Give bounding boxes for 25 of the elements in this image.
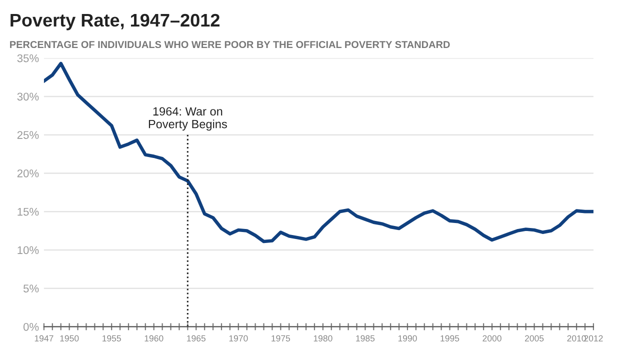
x-tick-label: 2005 [524, 335, 544, 342]
x-tick-label: 1955 [102, 335, 121, 342]
x-tick-label: 1975 [272, 335, 290, 342]
x-tick-label: 1970 [229, 335, 248, 342]
y-tick-label: 20% [17, 169, 39, 178]
y-tick-label: 5% [23, 284, 39, 292]
ref-line-label: 1964: War on Poverty Begins [148, 107, 227, 131]
line-series [44, 62, 594, 244]
x-tick-label: 1990 [398, 335, 417, 342]
x-tick-label: 1960 [144, 335, 164, 342]
x-tick-label: 1980 [314, 335, 332, 342]
y-tick-label: 0% [23, 322, 39, 331]
y-tick-label: 15% [18, 208, 39, 216]
x-tick-label: 2000 [482, 335, 502, 342]
x-tick-label: 1950 [60, 335, 79, 342]
x-tick-label: 1995 [440, 335, 460, 342]
chart-title: Poverty Rate, 1947–2012 [10, 14, 220, 30]
x-tick-label: 1947 [34, 335, 54, 342]
chart-subtitle: PERCENTAGE OF INDIVIDUALS WHO WERE POOR BY THE OFFICIAL POVERTY STANDARD [10, 40, 450, 48]
y-tick-label: 35% [17, 54, 39, 62]
x-tick-label: 1965 [187, 335, 206, 342]
y-tick-label: 30% [17, 92, 39, 101]
x-tick-label: 1985 [356, 335, 375, 342]
y-tick-label: 10% [18, 246, 39, 254]
y-tick-label: 25% [17, 131, 39, 139]
